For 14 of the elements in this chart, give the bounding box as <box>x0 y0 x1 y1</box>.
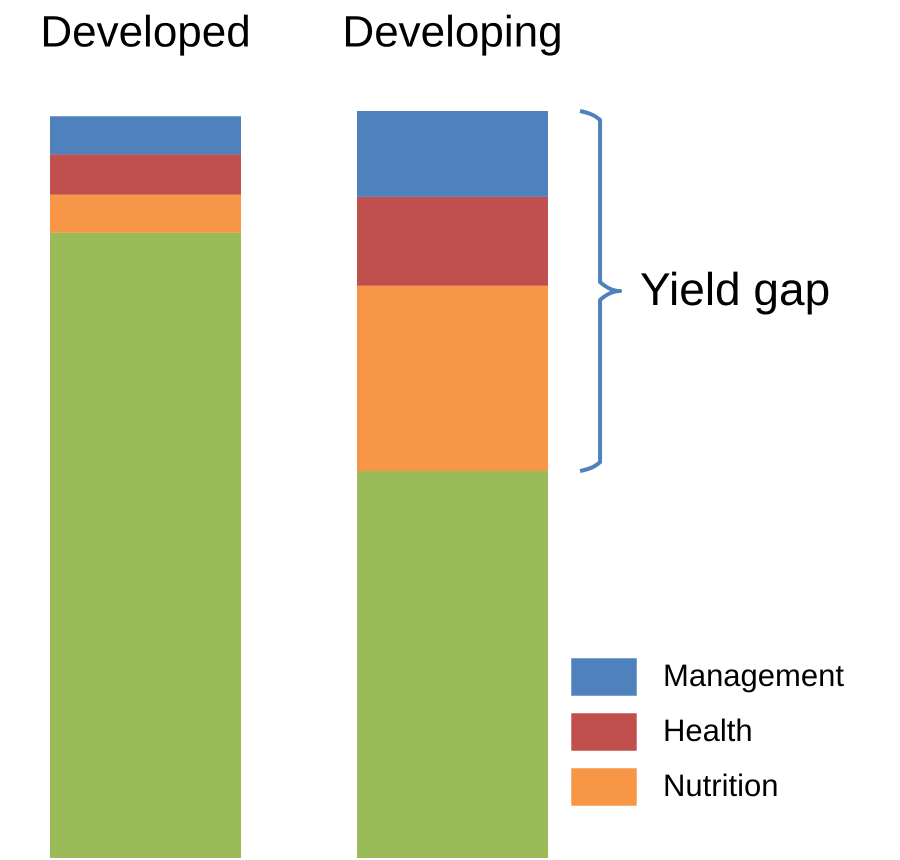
text: Yield gap <box>640 263 830 316</box>
bar <box>50 232 242 858</box>
bar <box>50 116 242 154</box>
bar <box>356 286 548 472</box>
legend-label: Nutrition <box>663 768 778 803</box>
bar <box>356 111 548 197</box>
legend-label: Health <box>663 713 753 748</box>
bar <box>50 194 242 233</box>
bar <box>50 154 242 195</box>
x-tick-label: Developing <box>342 8 563 56</box>
bar <box>356 471 548 858</box>
x-tick-label: Developed <box>40 8 251 56</box>
bar <box>356 196 548 286</box>
legend-label: Management <box>663 658 844 693</box>
